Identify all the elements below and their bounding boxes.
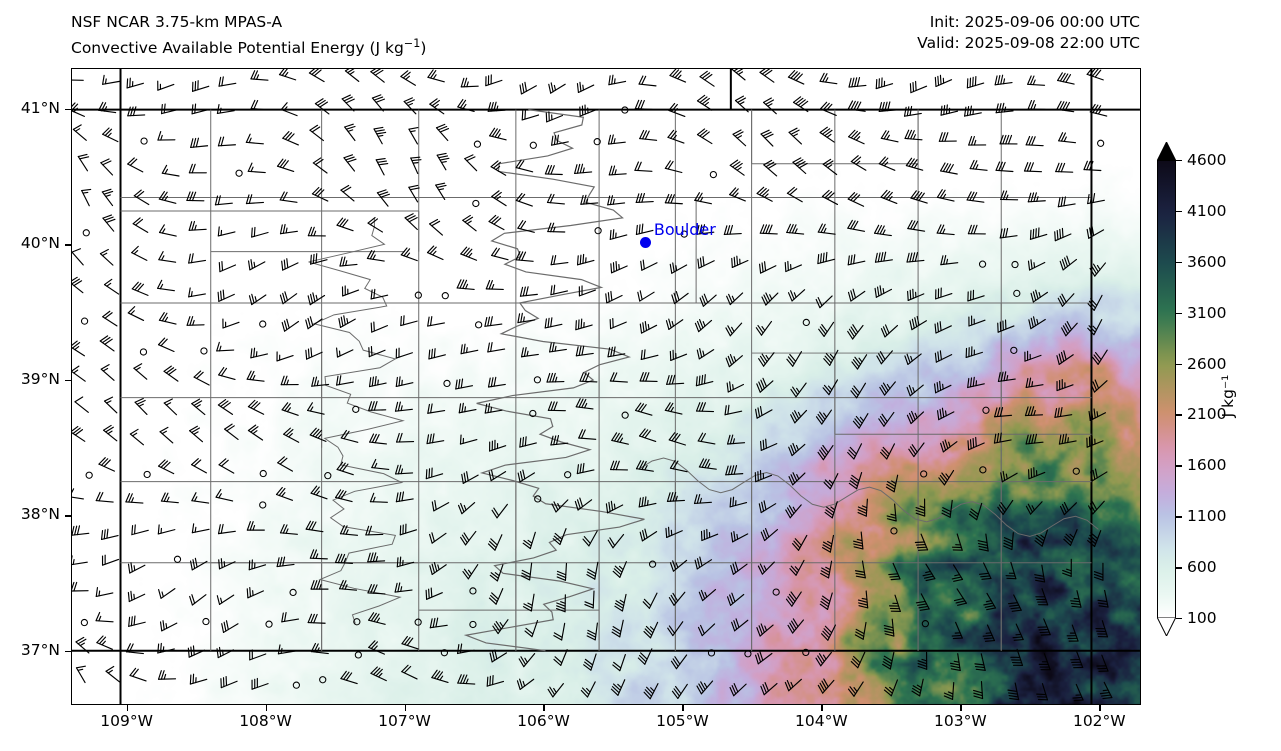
init-time-label: Init: 2025-09-06 00:00 UTC (929, 13, 1140, 31)
field-title-text: Convective Available Potential Energy (J… (71, 39, 404, 58)
colorbar-tick-label-4100: 4100 (1187, 201, 1227, 220)
lon-tickmark (682, 705, 684, 711)
lon-tickmark (543, 705, 545, 711)
lon-tick-label-106w: 106°W (517, 712, 570, 730)
colorbar-tick-label-600: 600 (1187, 558, 1217, 577)
colorbar-tickmark (1176, 312, 1182, 315)
cape-shading-layer (72, 69, 1140, 704)
lat-tickmark (65, 379, 71, 382)
colorbar-tick-label-1100: 1100 (1187, 507, 1227, 526)
lon-tickmark (404, 705, 406, 711)
lon-tickmark (960, 705, 962, 711)
colorbar-tick-label-1600: 1600 (1187, 456, 1227, 475)
lat-tickmark (65, 650, 71, 653)
colorbar[interactable]: 100 600 1100 1600 2100 2600 3100 3600 4100 4600 (1157, 142, 1226, 643)
lon-tick-label-108w: 108°W (239, 712, 292, 730)
lon-tick-label-104w: 104°W (795, 712, 848, 730)
header-right-block: Init: 2025-09-06 00:00 UTC Valid: 2025-0… (917, 12, 1140, 54)
colorbar-tickmark (1176, 516, 1182, 518)
header-left-block: NSF NCAR 3.75-km MPAS-A Convective Avail… (71, 12, 426, 59)
lon-tick-label-105w: 105°W (656, 712, 709, 730)
lat-tick-label-37n: 37°N (20, 640, 60, 659)
lon-tickmark (265, 705, 267, 711)
lon-tick-label-102w: 102°W (1072, 712, 1126, 730)
colorbar-tickmark (1176, 567, 1182, 569)
colorbar-tickmark (1176, 618, 1182, 620)
colorbar-tickmark (1176, 160, 1182, 162)
colorbar-under-arrow-icon (1157, 617, 1176, 636)
lat-tick-label-41n: 41°N (20, 98, 60, 117)
colorbar-tickmark (1176, 210, 1182, 213)
lat-tick-label-40n: 40°N (20, 234, 60, 253)
colorbar-tick-label-2100: 2100 (1187, 405, 1227, 424)
lon-tickmark (126, 705, 128, 711)
city-marker-layer: Boulder (72, 69, 1140, 704)
colorbar-tick-label-100: 100 (1187, 609, 1217, 627)
city-label-boulder: Boulder (653, 220, 716, 240)
model-title: NSF NCAR 3.75-km MPAS-A (71, 13, 283, 31)
field-title: Convective Available Potential Energy (J… (71, 33, 426, 59)
colorbar-tick-label-3100: 3100 (1187, 303, 1227, 322)
colorbar-tickmark (1176, 465, 1182, 467)
geographic-boundaries-layer (72, 69, 1140, 704)
lat-tickmark (65, 244, 71, 246)
colorbar-gradient (1157, 160, 1176, 618)
colorbar-tick-label-4600: 4600 (1187, 151, 1227, 169)
wind-barb-layer (72, 69, 1113, 702)
city-dot-icon (640, 236, 652, 248)
colorbar-tickmark (1176, 261, 1182, 264)
colorbar-tick-label-3600: 3600 (1187, 252, 1227, 271)
lat-tickmark (65, 515, 71, 517)
lon-tickmark (1099, 705, 1101, 711)
lon-tickmark (821, 705, 823, 711)
colorbar-over-arrow-icon (1157, 142, 1176, 161)
lat-tick-label-38n: 38°N (20, 505, 60, 524)
lon-tick-label-109w: 109°W (100, 712, 153, 730)
lon-tick-label-103w: 103°W (934, 712, 987, 730)
colorbar-tickmark (1176, 363, 1182, 365)
valid-time-label: Valid: 2025-09-08 22:00 UTC (917, 34, 1140, 52)
map-plot-area[interactable]: Boulder (71, 68, 1141, 705)
colorbar-axis-label: J kg⁻¹ (1219, 374, 1237, 418)
colorbar-tickmark (1176, 414, 1182, 416)
lat-tickmark (65, 108, 71, 111)
lat-tick-label-39n: 39°N (20, 369, 60, 388)
field-title-paren: ) (420, 39, 427, 58)
field-unit-exponent: −1 (403, 37, 421, 50)
lon-tick-label-107w: 107°W (378, 712, 431, 730)
colorbar-tick-label-2600: 2600 (1187, 354, 1227, 373)
